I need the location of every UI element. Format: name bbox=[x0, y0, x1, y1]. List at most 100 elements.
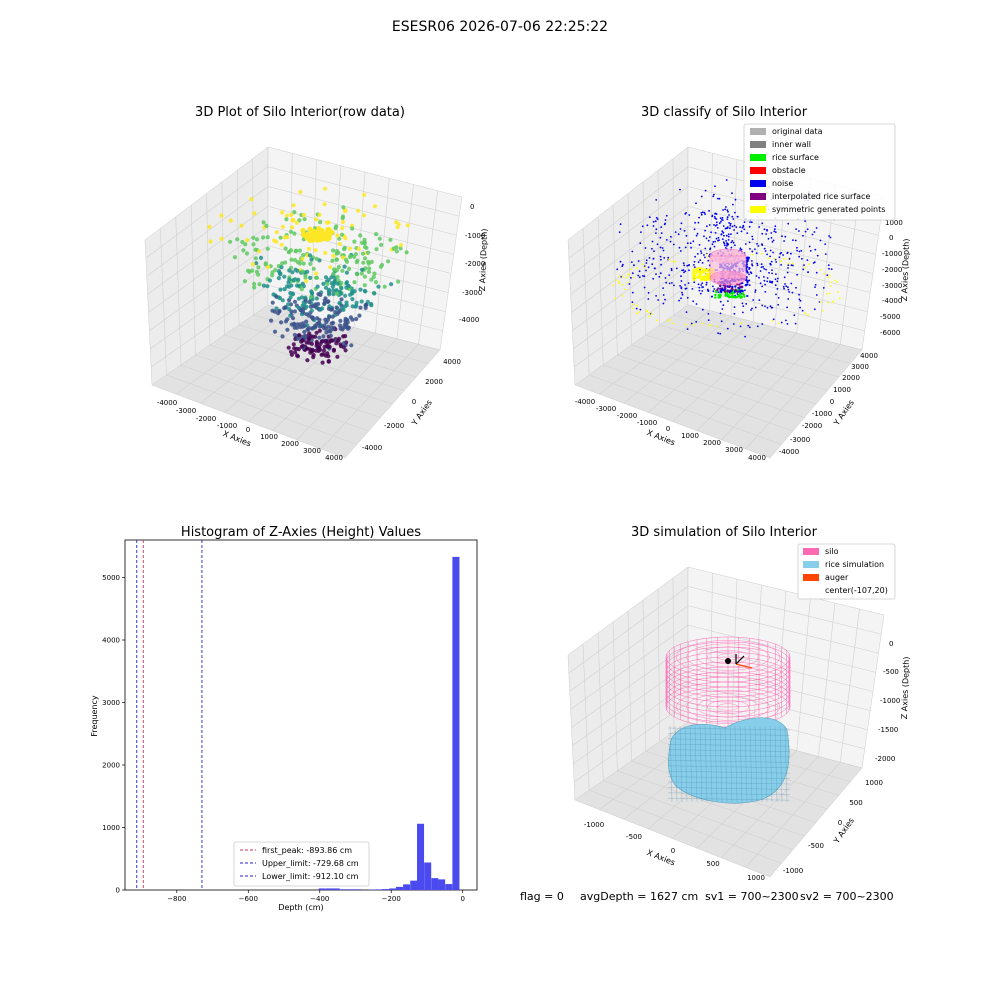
raw-point bbox=[296, 277, 301, 282]
noise-point bbox=[775, 293, 777, 296]
raw-point bbox=[317, 335, 322, 340]
noise-point bbox=[763, 276, 765, 278]
noise-point bbox=[731, 225, 734, 228]
noise-point bbox=[790, 252, 792, 255]
noise-point bbox=[759, 282, 762, 285]
grid-line bbox=[796, 596, 811, 751]
rice-mesh-line bbox=[684, 725, 688, 803]
symmetric-point bbox=[827, 276, 829, 279]
noise-point bbox=[794, 239, 797, 242]
noise-point bbox=[652, 277, 655, 280]
noise-point bbox=[751, 307, 753, 310]
noise-point bbox=[665, 281, 668, 284]
symmetric-point bbox=[632, 307, 634, 310]
raw-point bbox=[343, 319, 348, 324]
raw-point bbox=[363, 289, 368, 294]
noise-point bbox=[769, 263, 772, 266]
noise-point bbox=[654, 267, 656, 270]
noise-point bbox=[792, 264, 794, 267]
noise-point bbox=[798, 293, 800, 296]
simulation-z-label: Z Axies (Depth) bbox=[900, 656, 911, 719]
classify-z-tick: -2000 bbox=[882, 266, 902, 274]
raw-point bbox=[327, 314, 332, 320]
x-tick-label: −800 bbox=[167, 895, 186, 903]
symmetric-point bbox=[709, 323, 711, 326]
noise-point bbox=[798, 230, 800, 232]
noise-point bbox=[680, 297, 682, 300]
raw-point bbox=[277, 296, 282, 301]
raw-point bbox=[344, 325, 349, 330]
classify-x-tick: -2000 bbox=[617, 412, 637, 420]
noise-point bbox=[701, 290, 704, 292]
raw-point bbox=[302, 329, 307, 335]
noise-point bbox=[658, 275, 661, 278]
grid-line bbox=[642, 599, 646, 752]
obstacle-bottom bbox=[709, 270, 747, 286]
noise-point bbox=[714, 240, 716, 243]
symmetric-point bbox=[644, 266, 647, 269]
raw-point bbox=[299, 295, 305, 300]
raw-point bbox=[344, 259, 350, 264]
raw-point bbox=[315, 284, 320, 289]
noise-point bbox=[684, 284, 686, 286]
noise-point bbox=[665, 239, 668, 241]
raw-point bbox=[373, 280, 379, 285]
noise-point bbox=[638, 270, 641, 273]
silo-wireframe bbox=[665, 636, 791, 728]
raw-point bbox=[323, 250, 328, 256]
raw-point bbox=[284, 217, 289, 222]
noise-point bbox=[719, 300, 722, 303]
noise-point bbox=[794, 322, 797, 325]
symmetric-point bbox=[702, 275, 706, 279]
raw-point bbox=[286, 345, 291, 350]
silo-bottom-ring bbox=[717, 703, 739, 711]
grid-line bbox=[672, 577, 675, 732]
raw-point bbox=[327, 292, 332, 297]
raw-point bbox=[354, 303, 359, 308]
noise-point bbox=[726, 227, 729, 230]
noise-point bbox=[622, 263, 624, 266]
noise-point bbox=[710, 231, 712, 234]
noise-point bbox=[799, 299, 802, 302]
symmetric-point bbox=[819, 301, 822, 303]
raw-point bbox=[258, 255, 264, 260]
classify-z-tick: -5000 bbox=[880, 313, 900, 321]
noise-point bbox=[688, 264, 690, 266]
rice-mesh-line bbox=[667, 733, 791, 736]
symmetric-point bbox=[668, 318, 671, 321]
classify-plot-title: 3D classify of Silo Interior bbox=[641, 105, 808, 120]
noise-point bbox=[655, 216, 658, 219]
noise-point bbox=[748, 225, 751, 228]
noise-point bbox=[766, 280, 769, 283]
rice-surface-point bbox=[740, 295, 743, 298]
raw-point bbox=[292, 210, 297, 215]
noise-point bbox=[700, 284, 703, 286]
noise-point bbox=[618, 231, 621, 234]
noise-point bbox=[761, 232, 764, 235]
noise-point bbox=[726, 216, 729, 219]
simulation-legend-label: center(-107,20) bbox=[825, 586, 888, 595]
noise-point bbox=[637, 274, 640, 277]
raw-point bbox=[219, 213, 224, 218]
noise-point bbox=[652, 220, 655, 223]
raw-point bbox=[361, 260, 366, 265]
raw-point bbox=[249, 268, 255, 273]
noise-point bbox=[723, 234, 725, 237]
noise-point bbox=[647, 298, 650, 300]
noise-point bbox=[739, 289, 743, 292]
raw-point bbox=[228, 218, 233, 223]
symmetric-point bbox=[823, 272, 826, 275]
noise-point bbox=[736, 232, 739, 235]
noise-point bbox=[722, 209, 724, 211]
noise-point bbox=[755, 252, 758, 255]
interpolated-point bbox=[716, 288, 719, 292]
raw-point bbox=[291, 278, 296, 283]
noise-point bbox=[720, 220, 722, 223]
raw-point bbox=[359, 299, 364, 304]
raw-z-ticks: 0 -1000 -2000 -3000 -4000 bbox=[459, 203, 485, 324]
rice-mesh-line bbox=[667, 765, 791, 768]
noise-point bbox=[694, 221, 696, 224]
grid-line bbox=[696, 332, 797, 431]
raw-point bbox=[316, 292, 321, 297]
noise-point bbox=[815, 227, 818, 229]
